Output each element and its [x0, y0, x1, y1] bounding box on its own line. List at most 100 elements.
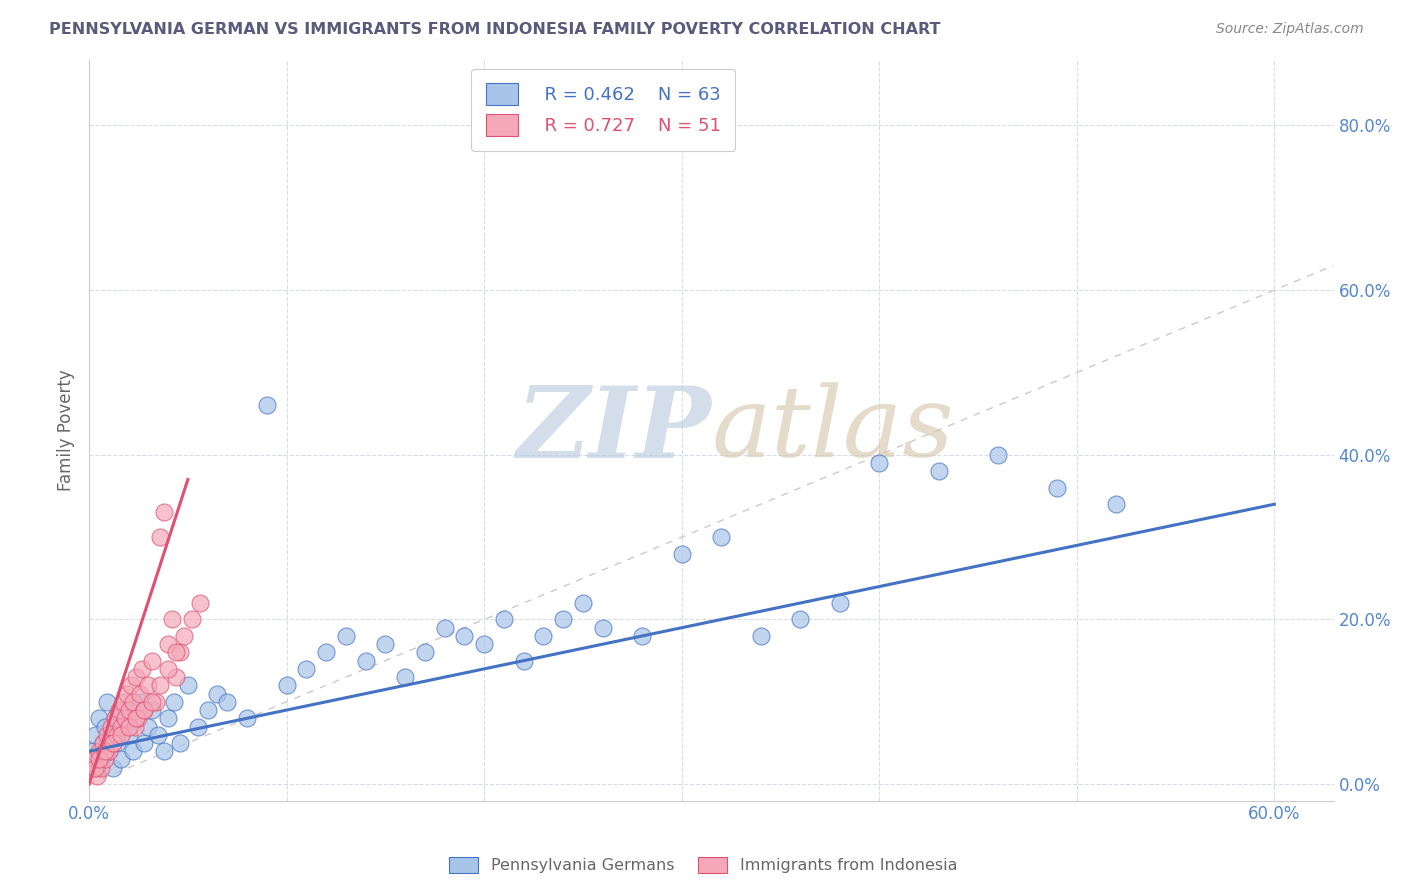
- Point: [1105, 497, 1128, 511]
- Point: [117, 719, 139, 733]
- Point: [394, 670, 416, 684]
- Point: [91, 736, 114, 750]
- Point: [828, 596, 851, 610]
- Point: [138, 719, 160, 733]
- Point: [413, 645, 436, 659]
- Point: [87, 752, 110, 766]
- Point: [141, 654, 163, 668]
- Point: [90, 752, 112, 766]
- Point: [256, 398, 278, 412]
- Point: [631, 629, 654, 643]
- Point: [710, 530, 733, 544]
- Point: [94, 719, 117, 733]
- Point: [987, 448, 1010, 462]
- Point: [107, 703, 129, 717]
- Point: [374, 637, 396, 651]
- Point: [149, 678, 172, 692]
- Point: [492, 612, 515, 626]
- Point: [533, 629, 555, 643]
- Point: [197, 703, 219, 717]
- Point: [173, 629, 195, 643]
- Point: [165, 645, 187, 659]
- Point: [114, 711, 136, 725]
- Point: [354, 654, 377, 668]
- Point: [453, 629, 475, 643]
- Point: [749, 629, 772, 643]
- Point: [110, 728, 132, 742]
- Point: [84, 752, 107, 766]
- Point: [86, 769, 108, 783]
- Point: [117, 728, 139, 742]
- Point: [177, 678, 200, 692]
- Point: [131, 662, 153, 676]
- Point: [104, 711, 127, 725]
- Point: [97, 744, 120, 758]
- Point: [91, 736, 114, 750]
- Point: [134, 736, 156, 750]
- Point: [276, 678, 298, 692]
- Point: [97, 744, 120, 758]
- Point: [134, 703, 156, 717]
- Point: [145, 695, 167, 709]
- Point: [295, 662, 318, 676]
- Point: [157, 662, 180, 676]
- Point: [928, 464, 950, 478]
- Point: [1046, 481, 1069, 495]
- Point: [117, 703, 139, 717]
- Point: [121, 695, 143, 709]
- Point: [120, 678, 142, 692]
- Point: [165, 670, 187, 684]
- Point: [472, 637, 495, 651]
- Point: [87, 711, 110, 725]
- Text: PENNSYLVANIA GERMAN VS IMMIGRANTS FROM INDONESIA FAMILY POVERTY CORRELATION CHAR: PENNSYLVANIA GERMAN VS IMMIGRANTS FROM I…: [49, 22, 941, 37]
- Point: [188, 596, 211, 610]
- Point: [149, 530, 172, 544]
- Point: [789, 612, 811, 626]
- Point: [180, 612, 202, 626]
- Point: [94, 752, 117, 766]
- Text: Source: ZipAtlas.com: Source: ZipAtlas.com: [1216, 22, 1364, 37]
- Point: [127, 711, 149, 725]
- Text: ZIP: ZIP: [516, 382, 711, 478]
- Point: [868, 456, 890, 470]
- Point: [121, 744, 143, 758]
- Point: [512, 654, 534, 668]
- Point: [82, 761, 104, 775]
- Point: [96, 695, 118, 709]
- Point: [111, 695, 134, 709]
- Point: [129, 695, 152, 709]
- Point: [114, 703, 136, 717]
- Point: [207, 687, 229, 701]
- Point: [335, 629, 357, 643]
- Point: [84, 761, 107, 775]
- Point: [96, 728, 118, 742]
- Point: [94, 744, 117, 758]
- Y-axis label: Family Poverty: Family Poverty: [58, 369, 75, 491]
- Point: [124, 719, 146, 733]
- Point: [153, 505, 176, 519]
- Point: [572, 596, 595, 610]
- Point: [315, 645, 337, 659]
- Point: [87, 744, 110, 758]
- Point: [110, 752, 132, 766]
- Point: [125, 711, 148, 725]
- Point: [148, 728, 170, 742]
- Point: [141, 695, 163, 709]
- Point: [134, 703, 156, 717]
- Point: [236, 711, 259, 725]
- Legend:   R = 0.462    N = 63,   R = 0.727    N = 51: R = 0.462 N = 63, R = 0.727 N = 51: [471, 69, 735, 151]
- Point: [82, 744, 104, 758]
- Point: [105, 728, 128, 742]
- Point: [84, 728, 107, 742]
- Point: [671, 547, 693, 561]
- Point: [187, 719, 209, 733]
- Point: [160, 612, 183, 626]
- Point: [553, 612, 575, 626]
- Legend: Pennsylvania Germans, Immigrants from Indonesia: Pennsylvania Germans, Immigrants from In…: [443, 850, 963, 880]
- Point: [86, 761, 108, 775]
- Point: [125, 711, 148, 725]
- Point: [100, 728, 122, 742]
- Point: [100, 719, 122, 733]
- Point: [90, 761, 112, 775]
- Point: [105, 736, 128, 750]
